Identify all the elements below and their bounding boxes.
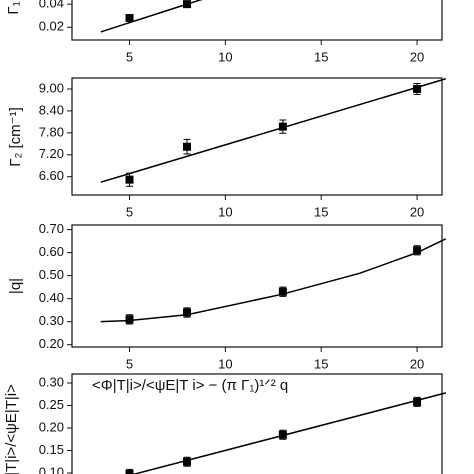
x-tick-label: 15 (314, 49, 328, 64)
x-tick-label: 20 (410, 49, 424, 64)
x-tick-label: 10 (218, 49, 232, 64)
x-tick-label: 10 (218, 356, 232, 371)
data-point (183, 0, 192, 9)
axes-box (71, 224, 443, 348)
data-point (278, 430, 287, 439)
y-tick-label: 8.40 (39, 102, 64, 117)
x-tick-label: 5 (126, 204, 133, 219)
data-point (125, 14, 134, 23)
y-tick-label: 0.20 (39, 419, 64, 434)
data-point (125, 315, 134, 324)
x-tick-label: 20 (410, 356, 424, 371)
axes-box (71, 0, 443, 41)
data-point (413, 397, 422, 406)
y-tick-label: 0.40 (39, 290, 64, 305)
axes-box (71, 77, 443, 196)
data-point (278, 287, 287, 296)
fit-line (100, 0, 203, 33)
data-point (183, 308, 192, 317)
y-tick-label: 0.20 (39, 336, 64, 351)
y-axis-label: |T|i>/<ψE|T|i> (3, 384, 20, 474)
data-point (278, 122, 287, 131)
y-axis-label: Γ₂ [cm⁻¹] (7, 107, 24, 167)
y-tick-label: 0.15 (39, 442, 64, 457)
y-axis-label: Γ₁ (5, 1, 22, 14)
x-tick-label: 10 (218, 204, 232, 219)
data-point (413, 84, 422, 93)
y-tick-label: 0.70 (39, 221, 64, 236)
y-axis-label: |q| (7, 278, 24, 294)
y-tick-label: 7.80 (39, 124, 64, 139)
y-tick-label: 7.20 (39, 146, 64, 161)
x-tick-label: 15 (314, 356, 328, 371)
y-tick-label: 0.02 (39, 19, 64, 34)
y-tick-label: 0.30 (39, 374, 64, 389)
data-point (183, 457, 192, 466)
y-tick-label: 0.60 (39, 244, 64, 259)
y-tick-label: 0.04 (39, 0, 64, 11)
annotation: <Φ|T|i>/<ψE|T i> − (π Γ₁)¹ᐟ² q (92, 377, 288, 394)
x-tick-label: 5 (126, 49, 133, 64)
data-point (413, 246, 422, 255)
y-tick-label: 0.30 (39, 313, 64, 328)
fit-line (100, 238, 447, 323)
y-tick-label: 0.25 (39, 397, 64, 412)
data-point (125, 175, 134, 184)
y-tick-label: 9.00 (39, 80, 64, 95)
x-tick-label: 20 (410, 204, 424, 219)
y-tick-label: 6.60 (39, 168, 64, 183)
fit-line (131, 392, 447, 474)
x-tick-label: 5 (126, 356, 133, 371)
x-tick-label: 15 (314, 204, 328, 219)
fit-line (100, 78, 447, 183)
y-tick-label: 0.50 (39, 267, 64, 282)
data-point (183, 142, 192, 151)
data-point (125, 469, 134, 474)
y-tick-label: 0.10 (39, 464, 64, 474)
